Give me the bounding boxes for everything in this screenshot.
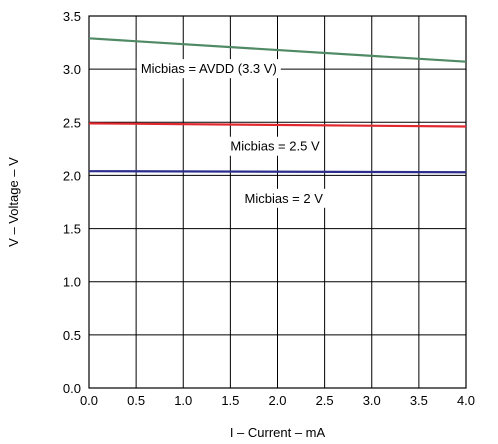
y-tick-label: 1.0: [63, 275, 81, 290]
series-labels: Micbias = AVDD (3.3 V) Micbias = 2.5 V Mic…: [136, 59, 328, 208]
y-tick-label: 1.5: [63, 222, 81, 237]
x-tick-label: 1.5: [221, 393, 239, 408]
series-label-1: Micbias = AVDD (3.3 V): [141, 61, 277, 76]
x-tick-label: 4.0: [457, 393, 475, 408]
series-line-3: [88, 170, 467, 174]
x-tick-label: 2.0: [268, 393, 286, 408]
y-tick-label: 2.5: [63, 115, 81, 130]
series-label-2: Micbias = 2.5 V: [230, 139, 320, 154]
x-tick-label: 0.0: [80, 393, 98, 408]
y-tick-label: 3.5: [63, 9, 81, 24]
y-tick-label: 0.5: [63, 328, 81, 343]
y-tick-label: 2.0: [63, 168, 81, 183]
x-tick-label: 0.5: [127, 393, 145, 408]
series-line-1: [88, 37, 467, 63]
x-tick-label: 1.0: [174, 393, 192, 408]
plot-frame: [88, 15, 467, 389]
series-label-background: [226, 136, 324, 156]
x-tick-label: 3.5: [410, 393, 428, 408]
x-tick-label: 3.0: [363, 393, 381, 408]
x-tick-label: 2.5: [316, 393, 334, 408]
series-label-background: [240, 188, 328, 208]
y-axis-title: V – Voltage – V: [6, 157, 21, 247]
y-tick-labels: 0.0 0.5 1.0 1.5 2.0 2.5 3.0 3.5: [63, 9, 81, 396]
x-axis-title: I – Current – mA: [230, 425, 326, 440]
series-group: [88, 37, 467, 174]
x-tick-labels: 0.0 0.5 1.0 1.5 2.0 2.5 3.0 3.5 4.0: [80, 393, 475, 408]
y-tick-label: 3.0: [63, 62, 81, 77]
series-label-3: Micbias = 2 V: [245, 191, 324, 206]
y-tick-label: 0.0: [63, 381, 81, 396]
series-line-2: [88, 122, 467, 128]
series-label-background: [136, 59, 281, 79]
